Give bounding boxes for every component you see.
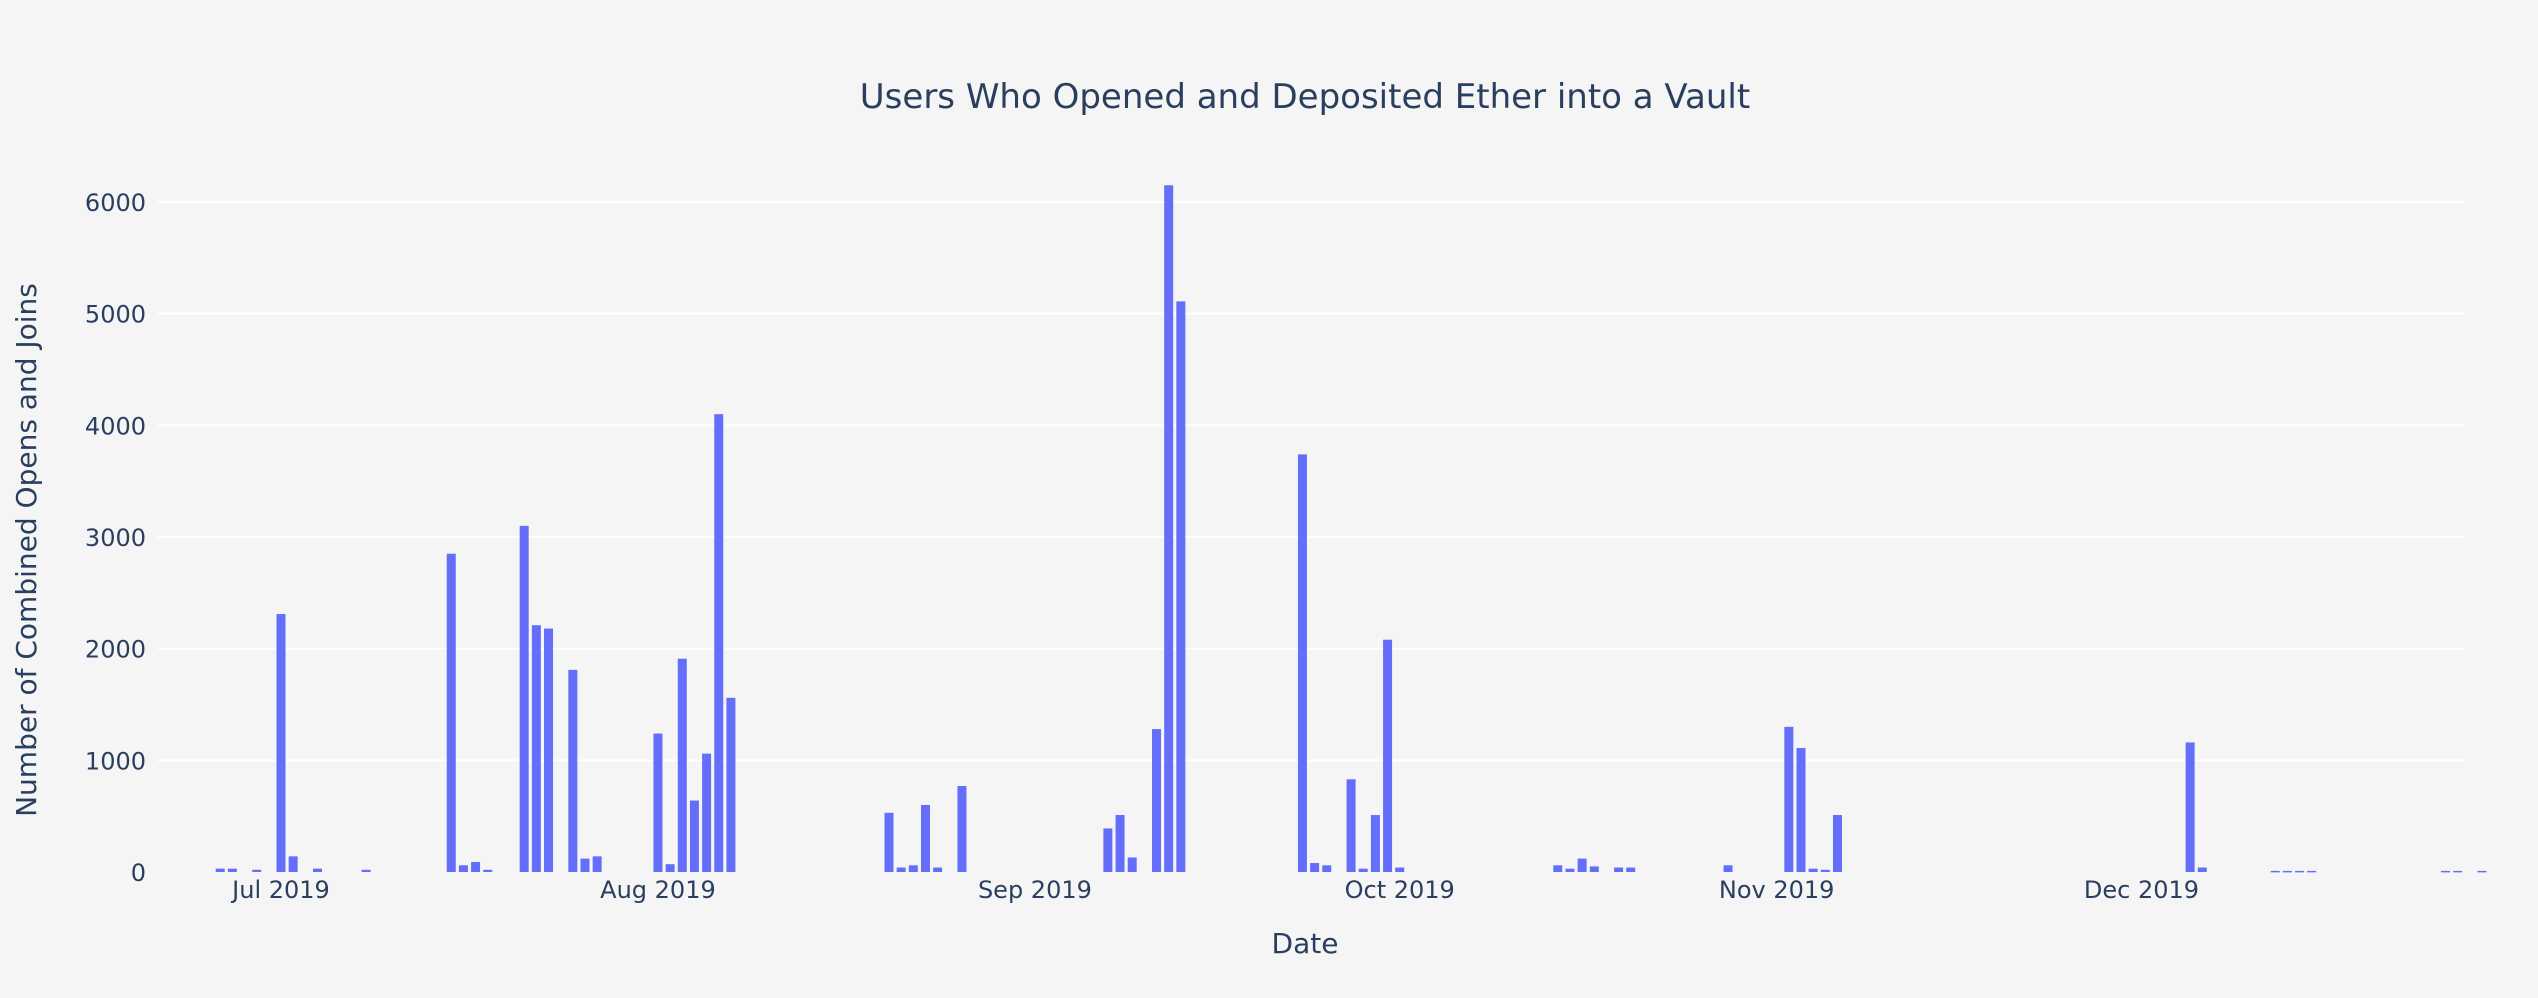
bar — [1370, 815, 1380, 872]
bar — [1127, 857, 1137, 872]
bar — [702, 753, 712, 872]
bar — [1784, 726, 1794, 872]
y-tick-label: 2000 — [85, 636, 146, 664]
bar — [1346, 779, 1356, 872]
bar — [2282, 870, 2292, 873]
bar — [726, 697, 736, 872]
bar — [1322, 865, 1332, 872]
bar — [312, 868, 322, 872]
bar — [1358, 868, 1368, 872]
bar — [1176, 301, 1186, 873]
bar — [531, 625, 541, 872]
bar — [665, 864, 675, 872]
bar — [483, 869, 493, 872]
bar — [1808, 868, 1818, 872]
bar — [677, 658, 687, 872]
bar — [1832, 815, 1842, 872]
bar — [2185, 742, 2195, 872]
x-tick-label: Jul 2019 — [230, 876, 330, 904]
bar — [2295, 870, 2305, 873]
gridlines — [158, 201, 2465, 762]
bar — [1310, 863, 1320, 872]
bar — [1152, 729, 1162, 872]
bar — [653, 733, 663, 872]
bar — [2270, 870, 2280, 873]
x-tick-label: Aug 2019 — [600, 876, 716, 904]
x-axis-ticks: Jul 2019 Aug 2019 Sep 2019 Oct 2019 Nov 2019… — [230, 876, 2199, 904]
bar — [1796, 748, 1806, 872]
x-tick-label: Nov 2019 — [1719, 876, 1835, 904]
x-tick-label: Dec 2019 — [2084, 876, 2199, 904]
bar — [957, 786, 967, 872]
bar — [884, 812, 894, 872]
bar — [1565, 868, 1575, 872]
bar — [920, 805, 930, 872]
y-tick-label: 4000 — [85, 412, 146, 440]
x-tick-label: Oct 2019 — [1345, 876, 1455, 904]
bar — [908, 865, 918, 872]
bar — [519, 525, 529, 872]
bar — [592, 856, 602, 872]
bar — [2307, 870, 2317, 873]
bar — [446, 553, 456, 872]
bar — [714, 414, 724, 872]
bars — [215, 185, 2487, 873]
bar — [471, 861, 481, 872]
bar — [1723, 865, 1733, 872]
bar — [2440, 870, 2450, 873]
x-tick-label: Sep 2019 — [978, 876, 1092, 904]
bar — [1103, 828, 1113, 872]
y-tick-label: 5000 — [85, 301, 146, 329]
bar — [568, 669, 578, 872]
bar — [361, 869, 371, 872]
y-axis-ticks: 0 1000 2000 3000 4000 5000 6000 — [85, 189, 146, 887]
y-tick-label: 1000 — [85, 747, 146, 775]
y-tick-label: 0 — [131, 859, 146, 887]
bar — [1553, 865, 1563, 872]
bar — [1395, 867, 1405, 872]
bar — [227, 868, 237, 872]
bar — [2197, 867, 2207, 872]
x-axis-label: Date — [1272, 927, 1339, 960]
bar — [1164, 185, 1174, 872]
bar — [1577, 858, 1587, 872]
bar — [1115, 815, 1125, 872]
bar — [1626, 867, 1636, 872]
bar — [276, 614, 286, 872]
bar — [1589, 866, 1599, 872]
bar — [458, 865, 468, 872]
bar — [1614, 867, 1624, 872]
bar — [689, 800, 699, 872]
y-tick-label: 3000 — [85, 524, 146, 552]
y-axis-label: Number of Combined Opens and Joins — [10, 283, 43, 817]
bar — [544, 628, 554, 872]
bar — [580, 858, 590, 872]
bar — [896, 867, 906, 872]
bar — [2453, 870, 2463, 873]
bar — [1383, 639, 1393, 872]
bar — [1820, 869, 1830, 872]
bar — [215, 868, 225, 872]
bar — [288, 856, 298, 872]
bar — [1297, 454, 1307, 872]
chart-title: Users Who Opened and Deposited Ether int… — [860, 77, 1750, 117]
bar — [2477, 870, 2487, 873]
bar — [933, 867, 943, 872]
y-tick-label: 6000 — [85, 189, 146, 217]
bar — [252, 869, 262, 872]
